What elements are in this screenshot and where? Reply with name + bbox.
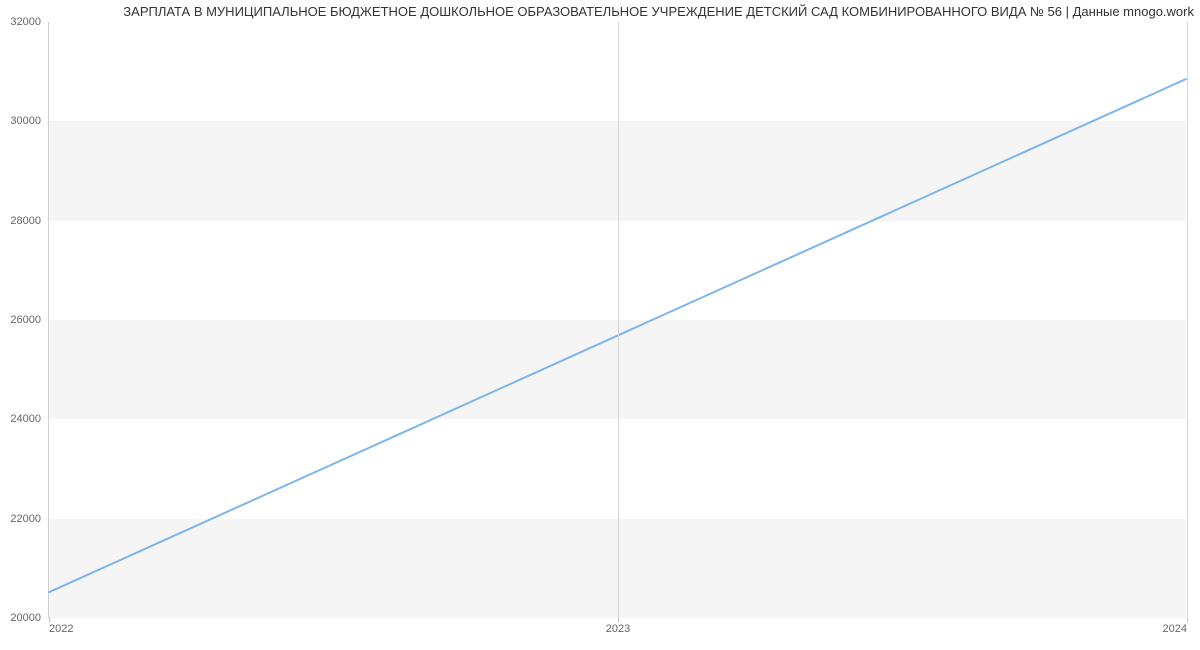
chart-title: ЗАРПЛАТА В МУНИЦИПАЛЬНОЕ БЮДЖЕТНОЕ ДОШКО… xyxy=(0,4,1194,19)
vertical-gridline xyxy=(618,22,619,617)
plot-area: 2022202320242000022000240002600028000300… xyxy=(48,22,1186,618)
vertical-gridline xyxy=(1187,22,1188,617)
y-tick-label: 22000 xyxy=(10,513,41,525)
y-tick-label: 30000 xyxy=(10,115,41,127)
x-tick-label: 2022 xyxy=(49,623,73,635)
x-tick-label: 2024 xyxy=(1163,623,1187,635)
y-tick-label: 20000 xyxy=(10,612,41,624)
y-tick-label: 26000 xyxy=(10,314,41,326)
y-tick-label: 24000 xyxy=(10,413,41,425)
y-tick-label: 28000 xyxy=(10,215,41,227)
chart-container: ЗАРПЛАТА В МУНИЦИПАЛЬНОЕ БЮДЖЕТНОЕ ДОШКО… xyxy=(0,0,1200,650)
x-tick-label: 2023 xyxy=(606,623,630,635)
y-tick-label: 32000 xyxy=(10,16,41,28)
